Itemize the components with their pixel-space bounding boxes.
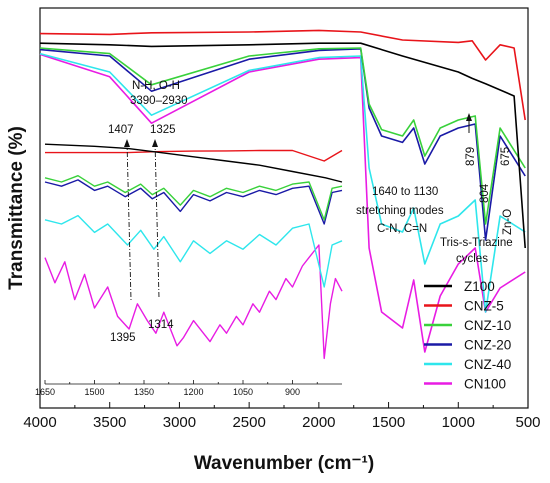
- annot-1325: 1325: [150, 124, 176, 136]
- legend-label-z100: Z100: [464, 279, 495, 294]
- y-axis-title: Transmittance (%): [6, 126, 27, 290]
- series-line-cnz-10: [39, 47, 526, 225]
- annot-879: 879: [465, 147, 477, 166]
- x-tick-label-4000: 4000: [23, 414, 56, 431]
- annot-nh-oh-range: 3390–2930: [130, 95, 188, 107]
- inset-tick-label-1050: 1050: [233, 387, 253, 397]
- legend-label-cnz-5: CNZ-5: [464, 299, 504, 314]
- annot-675: 675: [500, 147, 512, 166]
- x-tick-label-1500: 1500: [372, 414, 405, 431]
- series-line-cnz-20: [39, 47, 526, 241]
- peak-arrow-1407: [124, 139, 130, 147]
- annot-zn-o: Zn-O: [502, 209, 514, 235]
- inset-tick-label-1500: 1500: [84, 387, 104, 397]
- inset-tick-label-1350: 1350: [134, 387, 154, 397]
- annot-1395: 1395: [110, 332, 136, 344]
- legend-label-cnz-40: CNZ-40: [464, 357, 511, 372]
- inset-tick-label-900: 900: [285, 387, 300, 397]
- x-tick-label-2500: 2500: [232, 414, 265, 431]
- x-axis-ticks: 4000 3500 3000 2500 2000 1500 1000 500: [23, 402, 541, 431]
- annot-nh-oh: N-H, O-H: [132, 80, 180, 92]
- legend-label-cnz-20: CNZ-20: [464, 338, 511, 353]
- inset-plot: 1650 1500 1350 1200 1050 900 1407 1325 1395 1…: [35, 124, 343, 397]
- legend-label-cn100: CN100: [464, 377, 506, 392]
- arrow-879-head: [466, 113, 472, 121]
- x-tick-label-500: 500: [515, 414, 540, 431]
- legend-label-cnz-10: CNZ-10: [464, 318, 511, 333]
- x-tick-label-2000: 2000: [302, 414, 335, 431]
- series-line-z100: [39, 42, 526, 249]
- legend: Z100 CNZ-5 CNZ-10 CNZ-20 CNZ-40 CN100: [424, 279, 511, 392]
- inset-series-line-z100: [44, 143, 343, 183]
- annot-tris: Tris-s-Triazine: [440, 237, 513, 249]
- x-tick-label-3500: 3500: [93, 414, 126, 431]
- peak-line-1325: [154, 141, 160, 299]
- inset-x-axis-ticks: 1650 1500 1350 1200 1050 900: [35, 380, 318, 397]
- x-tick-label-3000: 3000: [163, 414, 196, 431]
- inset-tick-label-1200: 1200: [183, 387, 203, 397]
- series-line-cnz-5: [39, 29, 526, 121]
- inset-series-line-cnz-40: [44, 214, 343, 288]
- series-line-cn100: [39, 53, 526, 353]
- peak-line-1407: [126, 141, 132, 301]
- peak-arrow-1325: [152, 139, 158, 147]
- inset-series-lines: [44, 143, 343, 360]
- series-line-cnz-40: [39, 52, 526, 313]
- inset-series-line-cnz-10: [44, 174, 343, 221]
- annot-1640-1130: 1640 to 1130: [372, 186, 438, 198]
- inset-tick-label-1650: 1650: [35, 387, 55, 397]
- annot-1407: 1407: [108, 124, 134, 136]
- annot-cycles: cycles: [456, 253, 488, 265]
- annot-cn: C-N, C=N: [377, 223, 427, 235]
- plot-frame: [39, 7, 529, 409]
- annot-1314: 1314: [148, 319, 174, 331]
- annot-804: 804: [479, 183, 491, 203]
- x-axis-title: Wavenumber (cm⁻¹): [194, 453, 374, 474]
- x-tick-label-1000: 1000: [442, 414, 475, 431]
- annot-stretching: stretching modes: [356, 205, 444, 217]
- inset-series-line-cnz-20: [44, 179, 343, 225]
- main-series-lines: [39, 29, 526, 353]
- inset-series-line-cn100: [44, 244, 343, 360]
- inset-series-line-cnz-5: [45, 149, 343, 162]
